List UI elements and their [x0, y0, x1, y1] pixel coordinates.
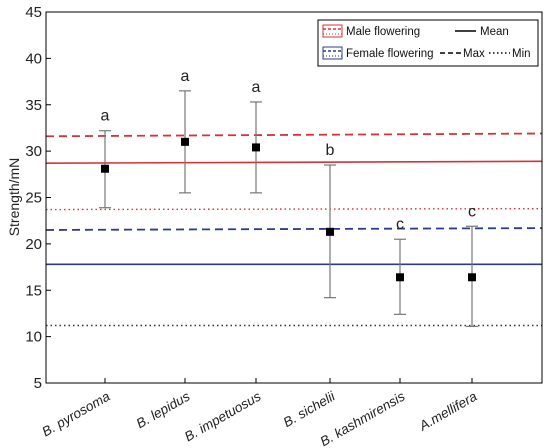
y-tick-label: 35	[25, 97, 42, 114]
significance-label: b	[326, 142, 335, 159]
legend: Male flowering Female flowering Mean Max…	[317, 19, 539, 67]
y-tick-label: 15	[25, 282, 42, 299]
ref-line-female-max	[45, 227, 543, 231]
legend-female-swatch	[322, 46, 343, 60]
legend-box	[317, 19, 539, 67]
x-tick-label: A.mellifera	[416, 388, 480, 434]
significance-label: a	[252, 79, 261, 96]
mean-marker	[468, 273, 476, 282]
legend-male-swatch	[322, 24, 343, 38]
y-tick-label: 45	[25, 4, 42, 21]
error-bars	[99, 90, 478, 328]
y-tick-label: 20	[25, 236, 42, 253]
y-tick-label: 40	[25, 50, 42, 67]
y-tick-label: 25	[25, 190, 42, 207]
mean-marker	[252, 143, 260, 152]
significance-label: a	[181, 68, 190, 85]
legend-min-label: Min	[512, 48, 531, 60]
y-tick-label: 30	[25, 143, 42, 160]
legend-male-label: Male flowering	[346, 26, 420, 38]
ref-line-male-min	[45, 207, 543, 211]
x-tick-label: B. lepidus	[134, 388, 193, 431]
legend-female-label: Female flowering	[346, 48, 434, 60]
significance-label: c	[468, 203, 476, 220]
mean-marker	[326, 227, 334, 236]
ref-line-male-mean	[45, 160, 543, 164]
ref-line-male-max	[45, 132, 543, 138]
mean-markers	[101, 137, 476, 282]
legend-mean-label: Mean	[480, 26, 509, 38]
mean-marker	[396, 273, 404, 282]
y-tick-label: 10	[25, 329, 42, 346]
mean-marker	[181, 137, 189, 146]
reference-lines	[45, 132, 543, 327]
y-axis-title: Strength/mN	[6, 158, 22, 237]
legend-max-label: Max	[463, 48, 485, 60]
plot-frame	[45, 11, 543, 384]
y-tick-label: 5	[34, 375, 42, 392]
x-tick-label: B. impetuosus	[182, 388, 264, 444]
y-axis-ticks: 5 10 15 20 25 30 35 40 45	[25, 4, 51, 392]
significance-label: a	[101, 108, 110, 125]
mean-marker	[101, 164, 109, 173]
x-tick-label: B. pyrosoma	[39, 388, 113, 439]
significance-label: c	[396, 216, 404, 233]
significance-labels: a a a b c c	[101, 68, 476, 233]
x-tick-label: B. sichelii	[281, 388, 339, 430]
